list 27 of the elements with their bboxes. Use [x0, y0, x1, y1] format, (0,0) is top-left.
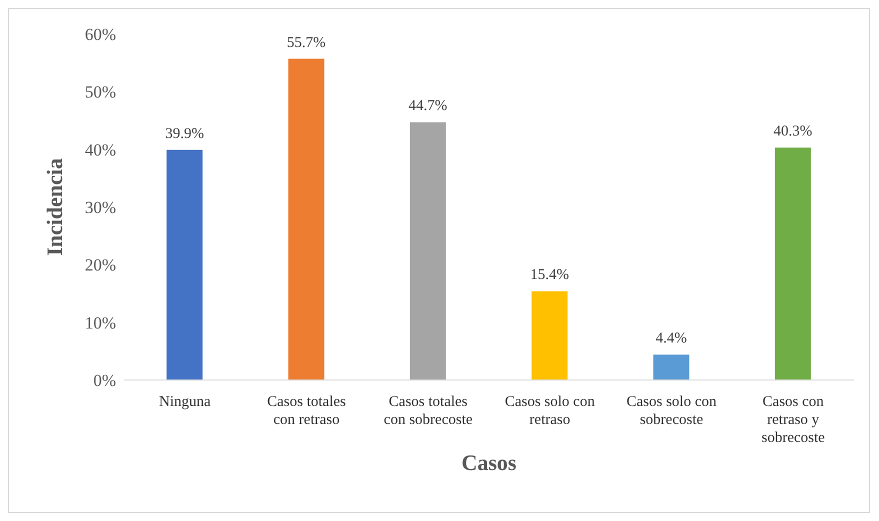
- y-axis-title: Incidencia: [42, 158, 67, 256]
- bar: [653, 354, 690, 380]
- y-tick-label: 60%: [84, 25, 116, 44]
- y-tick-label: 10%: [84, 313, 116, 332]
- x-tick-label: Casos totales con retraso: [267, 394, 346, 428]
- x-tick-label: Ninguna: [158, 394, 211, 410]
- bar: [410, 122, 446, 380]
- x-tick-label: Casos totales con sobrecoste: [384, 394, 473, 428]
- x-axis-title: Casos: [461, 450, 517, 475]
- y-tick-label: 30%: [84, 198, 116, 218]
- data-label: 55.7%: [286, 34, 326, 51]
- x-tick-label: Casos solo con sobrecoste: [626, 394, 717, 428]
- y-tick-label: 20%: [84, 256, 116, 275]
- x-tick-label: Casos con retraso y sobrecoste: [762, 394, 826, 446]
- bar: [532, 291, 568, 380]
- bar: [288, 58, 324, 380]
- data-label: 15.4%: [530, 267, 569, 284]
- y-tick-label: 40%: [84, 140, 116, 160]
- y-tick-label: 50%: [84, 82, 116, 102]
- data-label: 4.4%: [656, 330, 687, 347]
- bar: [774, 148, 811, 380]
- data-label: 40.3%: [774, 124, 812, 140]
- data-label: 44.7%: [408, 98, 448, 114]
- data-label: 39.9%: [165, 126, 204, 142]
- bar: [166, 150, 203, 380]
- x-tick-label: Casos solo con retraso: [504, 394, 596, 428]
- y-tick-label: 0%: [93, 371, 116, 390]
